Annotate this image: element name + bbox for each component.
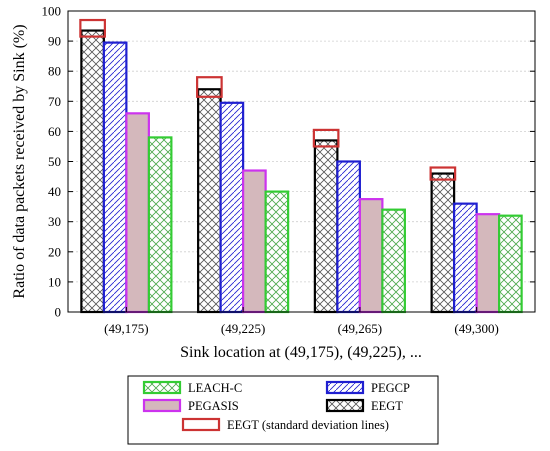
legend-swatch: [325, 398, 365, 413]
bar-eegt: [80, 29, 105, 314]
error-bar: [312, 128, 340, 148]
legend-label: LEACH-C: [188, 381, 242, 395]
bar-leach-c: [264, 190, 290, 314]
bar-pegasis: [125, 112, 150, 314]
y-tick-label: 40: [48, 184, 61, 199]
y-tick-label: 0: [55, 305, 62, 320]
bar-pegasis: [242, 169, 267, 314]
error-bar: [79, 18, 106, 38]
legend-label: PEGCP: [371, 381, 410, 395]
y-tick-label: 90: [48, 34, 61, 49]
legend-swatch: [142, 380, 182, 395]
x-tick-label: (49,225): [221, 321, 265, 336]
bar-leach-c: [498, 214, 523, 314]
legend-swatch: [142, 398, 182, 413]
y-axis-label: Ratio of data packets received by Sink (…: [11, 24, 28, 298]
y-tick-label: 70: [48, 94, 61, 109]
bar-eegt: [197, 88, 222, 314]
y-tick-label: 60: [48, 124, 61, 139]
x-axis-ticks: (49,175) (49,225) (49,265) (49,300): [104, 307, 499, 336]
bar-pegasis: [475, 213, 501, 314]
y-tick-label: 50: [48, 154, 61, 169]
legend-swatch: [325, 380, 365, 395]
error-bar: [429, 166, 457, 181]
y-tick-label: 30: [48, 214, 61, 229]
bars: [79, 18, 523, 314]
y-tick-label: 80: [48, 64, 61, 79]
x-tick-label: (49,175): [104, 321, 148, 336]
bar-leach-c: [381, 208, 406, 314]
bar-pegcp: [219, 101, 245, 314]
plot-frame: [67, 10, 536, 313]
x-tick-label: (49,300): [454, 321, 498, 336]
bar-pegcp: [453, 202, 478, 314]
legend-label: PEGASIS: [188, 399, 239, 413]
bar-eegt: [430, 172, 456, 314]
error-bar: [196, 76, 223, 98]
y-tick-label: 20: [48, 244, 61, 259]
legend-swatch: [181, 417, 221, 432]
legend-label: EEGT: [371, 399, 403, 413]
y-axis-ticks: 0 10 20 30 40 50 60 70 80 90 100: [42, 4, 535, 320]
legend-label: EEGT (standard deviation lines): [227, 418, 389, 432]
x-axis-label: Sink location at (49,175), (49,225), ...: [180, 344, 422, 361]
bar-eegt: [313, 139, 339, 314]
bar-pegcp: [102, 41, 128, 314]
x-tick-label: (49,265): [338, 321, 382, 336]
y-tick-label: 100: [42, 4, 62, 19]
bar-pegcp: [336, 160, 361, 314]
legend: LEACH-C PEGCP PEGASIS EEGT EEGT (standard de…: [127, 375, 439, 445]
y-tick-label: 10: [48, 274, 61, 289]
bar-leach-c: [147, 136, 173, 314]
bar-pegasis: [358, 198, 384, 314]
